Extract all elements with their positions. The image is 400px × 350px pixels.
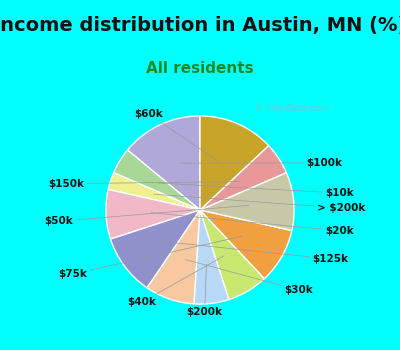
Wedge shape: [110, 210, 200, 288]
Wedge shape: [200, 210, 292, 279]
Wedge shape: [200, 146, 286, 210]
Text: © City-Data.com: © City-Data.com: [254, 104, 330, 113]
Text: $100k: $100k: [181, 158, 342, 168]
Text: $60k: $60k: [134, 109, 218, 161]
Wedge shape: [200, 210, 264, 300]
Wedge shape: [194, 210, 229, 304]
Text: $50k: $50k: [44, 205, 249, 226]
Text: $150k: $150k: [48, 178, 240, 189]
Wedge shape: [106, 189, 200, 239]
Wedge shape: [200, 116, 269, 210]
Wedge shape: [147, 210, 200, 304]
Text: Income distribution in Austin, MN (%): Income distribution in Austin, MN (%): [0, 16, 400, 35]
Wedge shape: [114, 150, 200, 210]
Text: $10k: $10k: [159, 183, 354, 198]
Text: $75k: $75k: [58, 236, 242, 279]
Wedge shape: [108, 173, 200, 210]
Wedge shape: [128, 116, 200, 210]
Text: > $200k: > $200k: [154, 194, 365, 213]
Text: $200k: $200k: [187, 264, 223, 317]
Wedge shape: [200, 173, 294, 231]
Text: $125k: $125k: [161, 241, 348, 264]
Text: $40k: $40k: [127, 256, 224, 307]
Text: All residents: All residents: [146, 61, 254, 76]
Text: $30k: $30k: [186, 260, 313, 295]
Text: $20k: $20k: [151, 213, 354, 236]
